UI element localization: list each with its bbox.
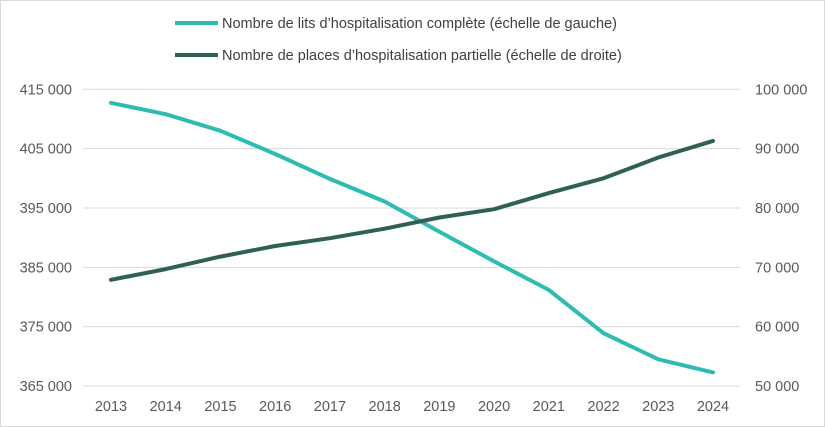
right-tick-label: 90 000: [755, 142, 799, 158]
x-tick-label: 2017: [314, 399, 346, 415]
x-axis-ticks: 2013 2014 2015 2016 2017 2018 2019 2020 2021 2022…: [95, 399, 729, 415]
x-tick-label: 2023: [642, 399, 674, 415]
left-tick-label: 365 000: [20, 379, 72, 395]
right-tick-label: 60 000: [755, 320, 799, 336]
series-lines: [109, 100, 715, 375]
left-axis-ticks: 365 000 375 000 385 000 395 000 405 000 415 0…: [20, 82, 72, 395]
left-tick-label: 395 000: [20, 201, 72, 217]
right-tick-label: 70 000: [755, 260, 799, 276]
left-tick-label: 385 000: [20, 260, 72, 276]
legend-label-partielle: Nombre de places d’hospitalisation parti…: [222, 48, 622, 64]
x-tick-label: 2018: [369, 399, 401, 415]
x-tick-label: 2021: [533, 399, 565, 415]
right-tick-label: 50 000: [755, 379, 799, 395]
x-tick-label: 2024: [697, 399, 729, 415]
series-line-partielle: [109, 138, 715, 282]
x-tick-label: 2022: [587, 399, 619, 415]
x-tick-label: 2015: [204, 399, 236, 415]
left-tick-label: 415 000: [20, 82, 72, 98]
left-tick-label: 405 000: [20, 142, 72, 158]
gridlines: [83, 88, 740, 387]
right-axis-ticks: 50 000 60 000 70 000 80 000 90 000 100 000: [755, 82, 807, 395]
x-tick-label: 2019: [423, 399, 455, 415]
series-line-complete: [109, 100, 715, 375]
legend-label-complete: Nombre de lits d’hospitalisation complèt…: [222, 16, 617, 32]
x-tick-label: 2013: [95, 399, 127, 415]
left-tick-label: 375 000: [20, 320, 72, 336]
x-tick-label: 2020: [478, 399, 510, 415]
right-tick-label: 80 000: [755, 201, 799, 217]
right-tick-label: 100 000: [755, 82, 807, 98]
legend: Nombre de lits d’hospitalisation complèt…: [175, 16, 622, 64]
x-tick-label: 2014: [150, 399, 182, 415]
x-tick-label: 2016: [259, 399, 291, 415]
